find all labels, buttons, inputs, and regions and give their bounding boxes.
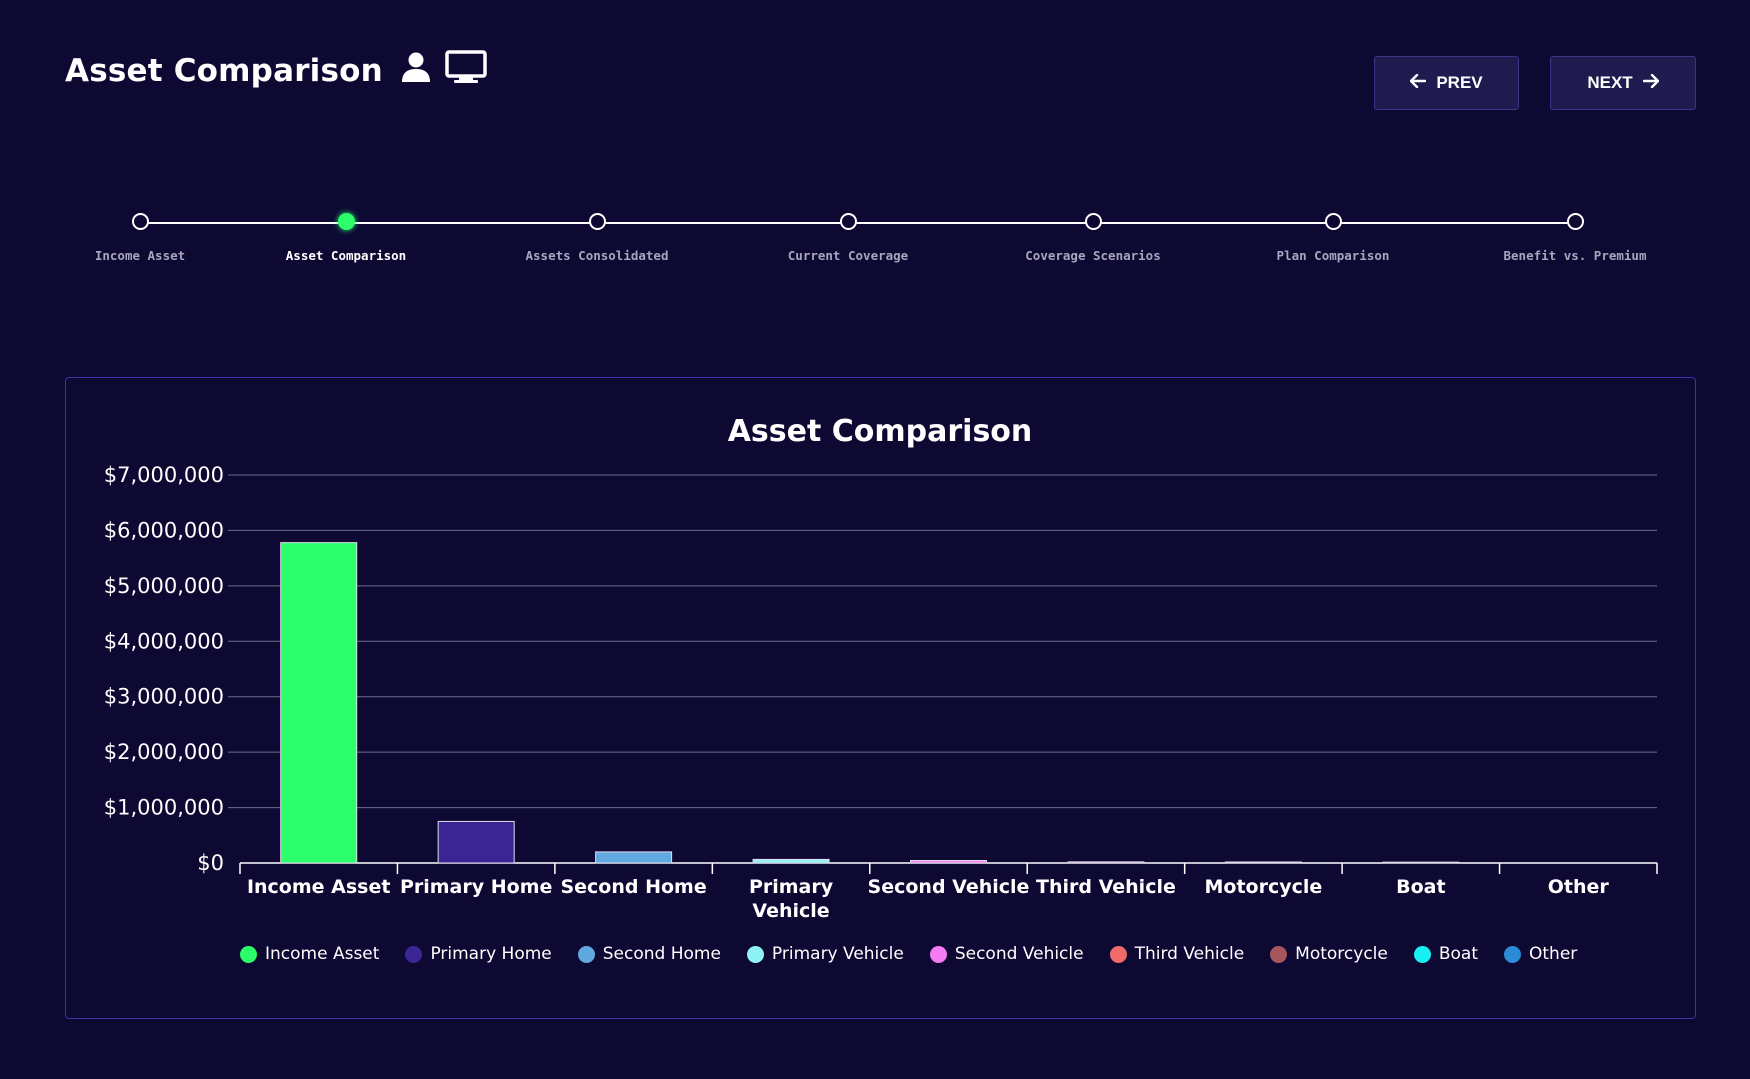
page-title: Asset Comparison bbox=[65, 53, 383, 89]
y-tick-label-1: $1,000,000 bbox=[104, 796, 224, 820]
chart-card bbox=[65, 377, 1696, 1019]
legend-label: Motorcycle bbox=[1295, 944, 1388, 964]
legend-label: Second Vehicle bbox=[954, 944, 1084, 964]
legend-swatch bbox=[746, 945, 764, 963]
legend-item-motorcycle[interactable]: Motorcycle bbox=[1270, 944, 1388, 964]
step-label-0[interactable]: Income Asset bbox=[94, 248, 186, 263]
step-dot-3[interactable] bbox=[839, 213, 857, 230]
legend-swatch bbox=[1413, 945, 1431, 963]
step-label-2[interactable]: Assets Consolidated bbox=[525, 248, 669, 263]
legend-swatch bbox=[577, 945, 595, 963]
legend-swatch bbox=[1270, 945, 1288, 963]
legend-item-third-vehicle[interactable]: Third Vehicle bbox=[1109, 944, 1245, 964]
chart-title: Asset Comparison bbox=[728, 414, 1033, 449]
legend-item-income-asset[interactable]: Income Asset bbox=[240, 944, 379, 964]
legend-item-other[interactable]: Other bbox=[1504, 944, 1577, 964]
legend-item-second-vehicle[interactable]: Second Vehicle bbox=[929, 944, 1084, 964]
prev-button[interactable]: PREV bbox=[1374, 56, 1519, 110]
legend-label: Other bbox=[1529, 944, 1578, 964]
legend-label: Third Vehicle bbox=[1134, 944, 1245, 964]
legend-label: Income Asset bbox=[265, 944, 380, 964]
y-tick-label-2: $2,000,000 bbox=[104, 740, 224, 764]
step-dot-5[interactable] bbox=[1324, 213, 1342, 230]
legend-swatch bbox=[1109, 945, 1127, 963]
page-title-container: Asset Comparison bbox=[65, 50, 487, 92]
chart-legend: Income Asset Primary Home Second Home Prima… bbox=[240, 944, 1603, 964]
y-tick-label-4: $4,000,000 bbox=[104, 629, 224, 653]
legend-label: Boat bbox=[1438, 944, 1478, 964]
legend-label: Second Home bbox=[602, 944, 721, 964]
bar-income-asset[interactable] bbox=[280, 542, 358, 864]
step-label-1[interactable]: Asset Comparison bbox=[285, 248, 407, 263]
legend-swatch bbox=[1504, 945, 1521, 963]
step-label-3[interactable]: Current Coverage bbox=[787, 248, 909, 263]
step-dot-2[interactable] bbox=[588, 213, 606, 230]
step-dot-1[interactable] bbox=[337, 213, 355, 230]
bar-second-vehicle[interactable] bbox=[910, 860, 987, 864]
step-dot-4[interactable] bbox=[1084, 213, 1102, 230]
step-label-5[interactable]: Plan Comparison bbox=[1276, 248, 1390, 263]
arrow-left-icon bbox=[1410, 73, 1427, 93]
arrow-right-icon bbox=[1642, 73, 1659, 93]
x-tick-label-7-0: Boat bbox=[1396, 876, 1445, 898]
bar-primary-vehicle[interactable] bbox=[752, 858, 830, 864]
bar-boat[interactable] bbox=[1382, 861, 1460, 864]
y-tick-label-7: $7,000,000 bbox=[104, 463, 224, 487]
x-tick-label-5-0: Third Vehicle bbox=[1036, 876, 1176, 898]
legend-item-second-home[interactable]: Second Home bbox=[577, 944, 721, 964]
bar-second-home[interactable] bbox=[595, 851, 673, 864]
bar-primary-home[interactable] bbox=[437, 820, 515, 864]
prev-button-label: PREV bbox=[1436, 73, 1483, 92]
stepper-track bbox=[140, 222, 1576, 224]
legend-label: Primary Vehicle bbox=[771, 944, 904, 964]
y-tick-label-0: $0 bbox=[197, 851, 224, 875]
step-label-4[interactable]: Coverage Scenarios bbox=[1025, 248, 1161, 263]
x-tick-label-1-0: Primary Home bbox=[400, 876, 552, 898]
legend-item-primary-vehicle[interactable]: Primary Vehicle bbox=[746, 944, 904, 964]
legend-label: Primary Home bbox=[430, 944, 552, 964]
user-icon[interactable] bbox=[401, 51, 431, 91]
legend-swatch bbox=[405, 945, 423, 963]
x-tick-label-0-0: Income Asset bbox=[247, 876, 391, 898]
next-button-label: NEXT bbox=[1587, 73, 1633, 92]
x-tick-label-3-1: Vehicle bbox=[752, 900, 829, 922]
progress-stepper: Income Asset Asset Comparison Assets Conso… bbox=[0, 0, 1750, 280]
legend-item-primary-home[interactable]: Primary Home bbox=[405, 944, 552, 964]
next-button[interactable]: NEXT bbox=[1550, 56, 1696, 110]
bar-third-vehicle[interactable] bbox=[1067, 861, 1145, 864]
legend-item-boat[interactable]: Boat bbox=[1413, 944, 1478, 964]
x-tick-label-8-0: Other bbox=[1548, 876, 1610, 898]
y-tick-label-3: $3,000,000 bbox=[104, 685, 224, 709]
monitor-icon[interactable] bbox=[445, 50, 487, 92]
bar-motorcycle[interactable] bbox=[1224, 861, 1302, 864]
x-tick-label-2-0: Second Home bbox=[560, 876, 706, 898]
y-tick-label-6: $6,000,000 bbox=[104, 518, 224, 542]
step-dot-6[interactable] bbox=[1566, 213, 1584, 230]
y-tick-label-5: $5,000,000 bbox=[104, 574, 224, 598]
legend-swatch bbox=[240, 945, 257, 963]
step-dot-0[interactable] bbox=[131, 213, 149, 230]
legend-swatch bbox=[929, 945, 947, 963]
x-tick-label-4-0: Second Vehicle bbox=[868, 876, 1030, 898]
step-label-6[interactable]: Benefit vs. Premium bbox=[1503, 248, 1647, 263]
x-tick-label-6-0: Motorcycle bbox=[1204, 876, 1322, 898]
x-tick-label-3-0: Primary bbox=[749, 876, 834, 898]
